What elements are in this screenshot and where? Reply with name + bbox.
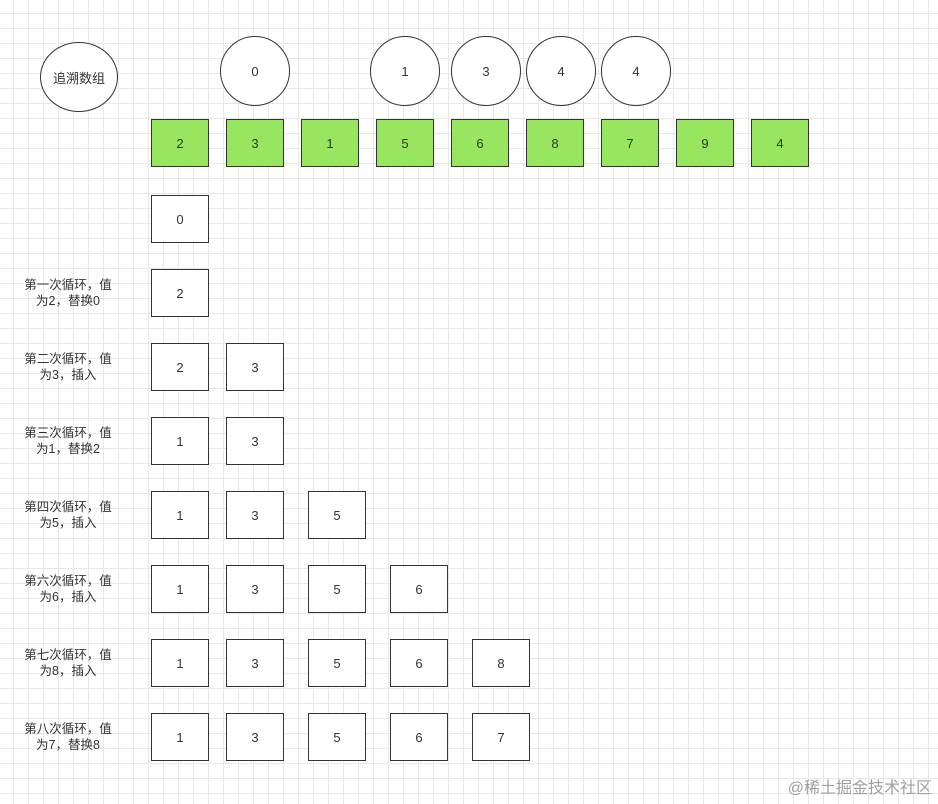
step-label-line: 第三次循环，值 — [24, 426, 112, 440]
step-cell: 1 — [151, 713, 209, 761]
step-label-line: 第八次循环，值 — [24, 722, 112, 736]
step-cell: 1 — [151, 417, 209, 465]
step-label-line: 第二次循环，值 — [24, 352, 112, 366]
step-label-line: 为6，插入 — [39, 590, 97, 604]
step-label-line: 为2，替换0 — [36, 294, 100, 308]
step-cell: 3 — [226, 343, 284, 391]
step-cell: 5 — [308, 713, 366, 761]
step-cell: 5 — [308, 491, 366, 539]
step-cell: 6 — [390, 639, 448, 687]
step-cell: 5 — [308, 565, 366, 613]
input-cell: 5 — [376, 119, 434, 167]
input-cell: 4 — [751, 119, 809, 167]
input-cell: 9 — [676, 119, 734, 167]
step-label-line: 为5，插入 — [39, 516, 97, 530]
step-cell: 3 — [226, 713, 284, 761]
input-cell: 2 — [151, 119, 209, 167]
step-cell: 2 — [151, 269, 209, 317]
step-cell: 3 — [226, 639, 284, 687]
step-cell: 6 — [390, 713, 448, 761]
backtrack-node: 1 — [370, 36, 440, 106]
step-label: 第四次循环，值 为5，插入 — [13, 499, 123, 531]
input-cell: 3 — [226, 119, 284, 167]
step-cell: 1 — [151, 639, 209, 687]
step-cell: 1 — [151, 565, 209, 613]
step-cell: 1 — [151, 491, 209, 539]
step-cell: 3 — [226, 417, 284, 465]
input-cell: 7 — [601, 119, 659, 167]
step-label-line: 第四次循环，值 — [24, 500, 112, 514]
step-label-line: 第七次循环，值 — [24, 648, 112, 662]
initial-cell: 0 — [151, 195, 209, 243]
backtrack-node: 4 — [601, 36, 671, 106]
backtrack-array-legend: 追溯数组 — [40, 42, 118, 112]
step-cell: 6 — [390, 565, 448, 613]
step-cell: 2 — [151, 343, 209, 391]
backtrack-node: 3 — [451, 36, 521, 106]
step-label: 第一次循环，值 为2，替换0 — [13, 277, 123, 309]
step-cell: 3 — [226, 565, 284, 613]
backtrack-node: 4 — [526, 36, 596, 106]
step-cell: 5 — [308, 639, 366, 687]
step-label: 第七次循环，值 为8，插入 — [13, 647, 123, 679]
input-cell: 6 — [451, 119, 509, 167]
step-label: 第二次循环，值 为3，插入 — [13, 351, 123, 383]
input-cell: 8 — [526, 119, 584, 167]
step-cell: 3 — [226, 491, 284, 539]
step-label: 第六次循环，值 为6，插入 — [13, 573, 123, 605]
step-cell: 8 — [472, 639, 530, 687]
step-label-line: 第一次循环，值 — [24, 278, 112, 292]
input-cell: 1 — [301, 119, 359, 167]
watermark: @稀土掘金技术社区 — [787, 780, 932, 797]
step-label-line: 为7，替换8 — [36, 738, 100, 752]
step-label-line: 为3，插入 — [39, 368, 97, 382]
step-label-line: 为1，替换2 — [36, 442, 100, 456]
step-label-line: 第六次循环，值 — [24, 574, 112, 588]
step-cell: 7 — [472, 713, 530, 761]
step-label: 第三次循环，值 为1，替换2 — [13, 425, 123, 457]
step-label-line: 为8，插入 — [39, 664, 97, 678]
step-label: 第八次循环，值 为7，替换8 — [13, 721, 123, 753]
backtrack-node: 0 — [220, 36, 290, 106]
